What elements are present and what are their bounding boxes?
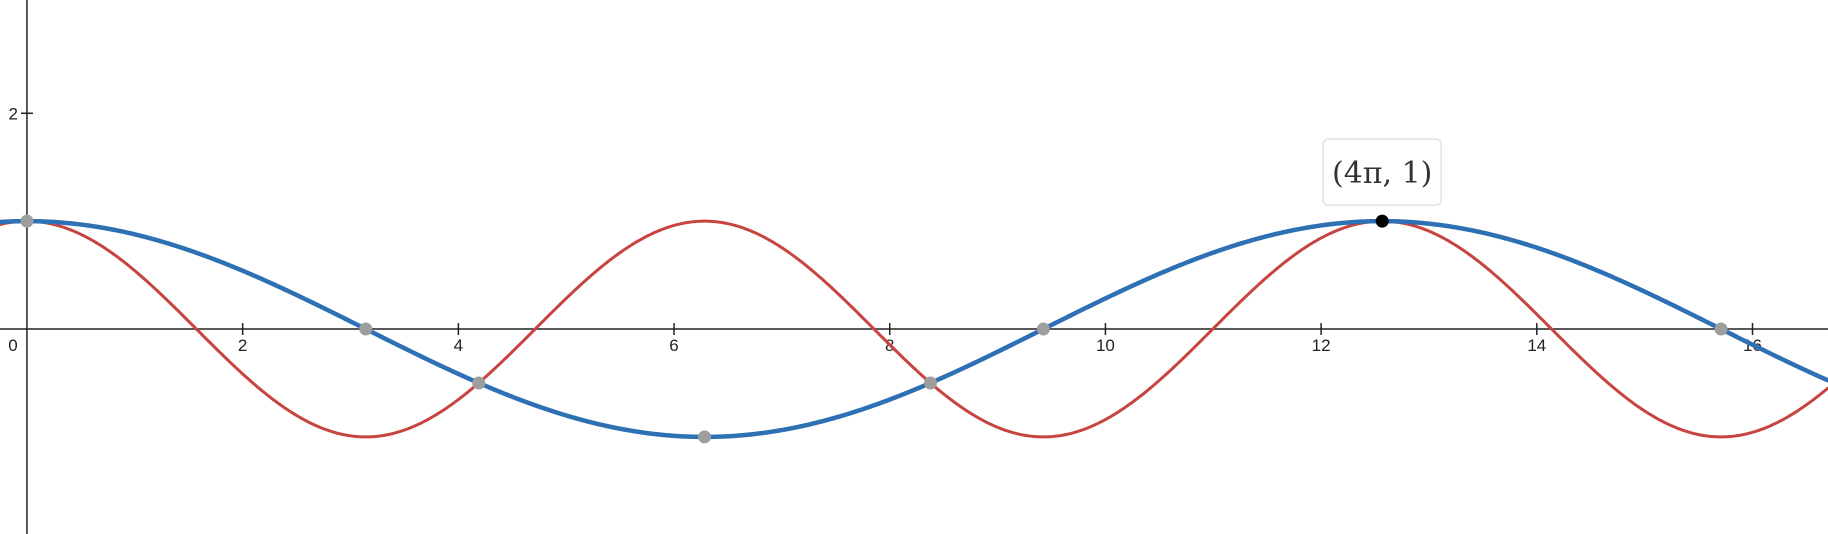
points[interactable] [20,214,1728,444]
intersection-point[interactable] [923,376,937,390]
x-tick-label: 4 [454,336,463,355]
coordinate-tooltip: (4π, 1) [1322,138,1442,206]
x-tick-label: 2 [238,336,247,355]
x-tick-label: 6 [669,336,678,355]
x-tick-label: 12 [1312,336,1331,355]
tooltip-box [1322,138,1442,206]
intersection-point[interactable] [20,214,34,228]
x-tick-label: 10 [1096,336,1115,355]
intersection-point[interactable] [698,430,712,444]
intersection-point[interactable] [1714,322,1728,336]
intersection-point[interactable] [359,322,373,336]
x-tick-label: 14 [1527,336,1546,355]
curve-cos(x/2)[interactable] [0,218,1828,440]
x-tick-label: 0 [8,336,17,355]
y-tick-label: 2 [8,104,17,123]
selected-point[interactable] [1375,214,1389,228]
intersection-point[interactable] [1036,322,1050,336]
intersection-point[interactable] [472,376,486,390]
tooltip-label: (4π, 1) [1332,156,1432,191]
axis-ticks: 0 2 4 6 8 10 12 14 162 [8,104,1762,355]
curves [0,218,1828,440]
curve-cos(x)[interactable] [0,219,1828,439]
